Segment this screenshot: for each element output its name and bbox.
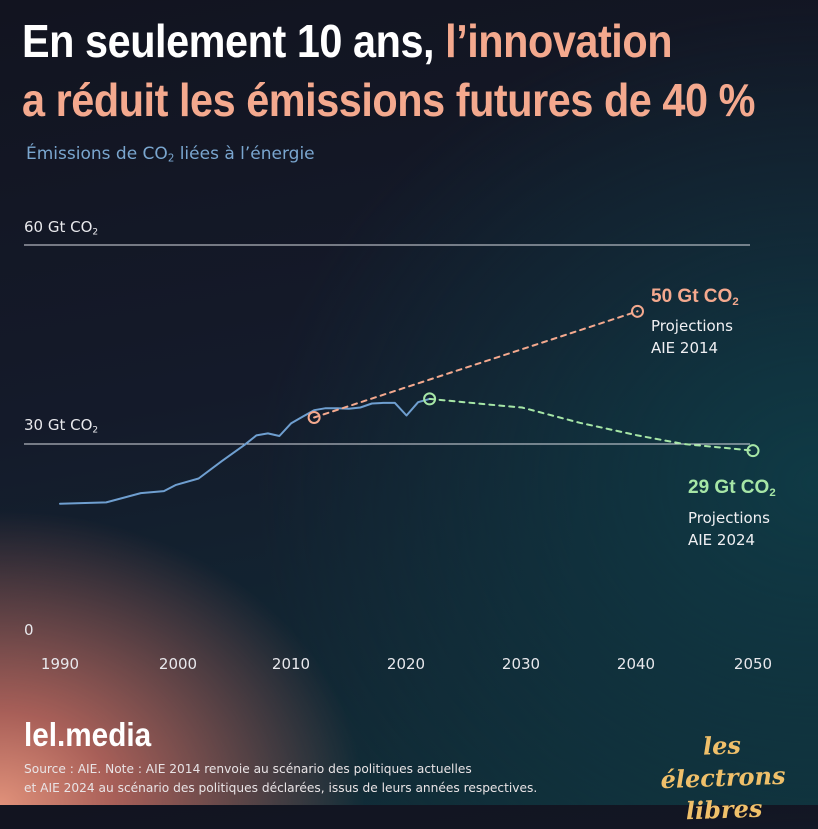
callout-iea2014-value: 50 Gt CO2 bbox=[651, 286, 739, 308]
line-chart bbox=[24, 244, 760, 505]
gridlines bbox=[24, 244, 750, 445]
publisher-logo-line1: les électrons bbox=[660, 730, 786, 795]
headline-line1-white: En seulement 10 ans, bbox=[22, 15, 446, 67]
callout-iea2014-value-text: 50 Gt CO bbox=[651, 286, 733, 307]
series-markers bbox=[307, 304, 760, 458]
y-tick-label-60-sub: 2 bbox=[92, 227, 99, 238]
x-tick-label: 2020 bbox=[386, 655, 426, 673]
publisher-logo-line2: libres bbox=[685, 793, 763, 826]
chart-subtitle-prefix: Émissions de CO bbox=[26, 144, 168, 164]
headline: En seulement 10 ans, l’innovation a rédu… bbox=[22, 12, 755, 130]
callout-iea2024-line1: Projections bbox=[688, 509, 770, 527]
callout-iea2014-desc: Projections AIE 2014 bbox=[651, 315, 733, 359]
callout-iea2014-line2: AIE 2014 bbox=[651, 339, 719, 357]
y-tick-label-60: 60 Gt CO2 bbox=[24, 218, 98, 237]
source-note-line2: et AIE 2024 au scénario des politiques d… bbox=[24, 781, 538, 795]
callout-iea2024-desc: Projections AIE 2024 bbox=[688, 507, 770, 551]
x-tick-label: 2010 bbox=[271, 655, 311, 673]
chart-subtitle: Émissions de CO2 liées à l’énergie bbox=[26, 144, 315, 165]
x-tick-label: 2050 bbox=[733, 655, 773, 673]
historical-emissions-line bbox=[59, 397, 431, 505]
callout-iea2014-value-sub: 2 bbox=[732, 295, 739, 308]
callout-iea2024-line2: AIE 2024 bbox=[688, 531, 756, 549]
source-note-line1: Source : AIE. Note : AIE 2014 renvoie au… bbox=[24, 762, 472, 776]
chart-subtitle-suffix: liées à l’énergie bbox=[174, 144, 315, 164]
brand-wordmark: lel.media bbox=[24, 716, 152, 753]
y-tick-label-60-text: 60 Gt CO bbox=[24, 218, 93, 236]
y-tick-label-30-text: 30 Gt CO bbox=[24, 416, 93, 434]
x-tick-label: 2040 bbox=[616, 655, 656, 673]
iea2024-start-marker bbox=[423, 392, 437, 406]
projection-iea2024-line bbox=[428, 397, 754, 452]
projection-iea2014-line bbox=[313, 310, 639, 419]
source-note: Source : AIE. Note : AIE 2014 renvoie au… bbox=[24, 760, 537, 798]
iea2014-end-marker bbox=[631, 304, 644, 318]
callout-iea2024-value-sub: 2 bbox=[769, 486, 776, 499]
x-tick-label: 2030 bbox=[501, 655, 541, 673]
x-tick-label: 1990 bbox=[40, 655, 80, 673]
callout-iea2024-value-text: 29 Gt CO bbox=[688, 477, 770, 498]
y-tick-label-30: 30 Gt CO2 bbox=[24, 416, 98, 435]
callout-iea2014-line1: Projections bbox=[651, 317, 733, 335]
callout-iea2024-value: 29 Gt CO2 bbox=[688, 477, 776, 499]
headline-line1-peach: l’innovation bbox=[445, 15, 673, 67]
y-tick-label-0: 0 bbox=[24, 621, 34, 639]
headline-line2-peach: a réduit les émissions futures de 40 % bbox=[22, 74, 755, 126]
iea2014-start-marker bbox=[307, 410, 321, 424]
x-tick-label: 2000 bbox=[158, 655, 198, 673]
publisher-logo: les électrons libres bbox=[646, 727, 799, 828]
chart-subtitle-subscript: 2 bbox=[167, 153, 175, 165]
iea2024-end-marker bbox=[746, 444, 760, 458]
series-lines bbox=[59, 310, 754, 505]
y-tick-label-30-sub: 2 bbox=[92, 425, 99, 436]
